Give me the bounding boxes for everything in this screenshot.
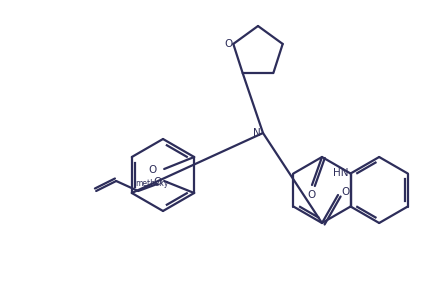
Text: N: N (253, 128, 261, 138)
Text: O: O (153, 177, 161, 187)
Text: O: O (224, 39, 232, 49)
Text: O: O (148, 165, 156, 175)
Text: methoxy: methoxy (136, 179, 169, 188)
Text: HN: HN (333, 168, 348, 179)
Text: O: O (307, 190, 315, 200)
Text: O: O (341, 187, 349, 197)
